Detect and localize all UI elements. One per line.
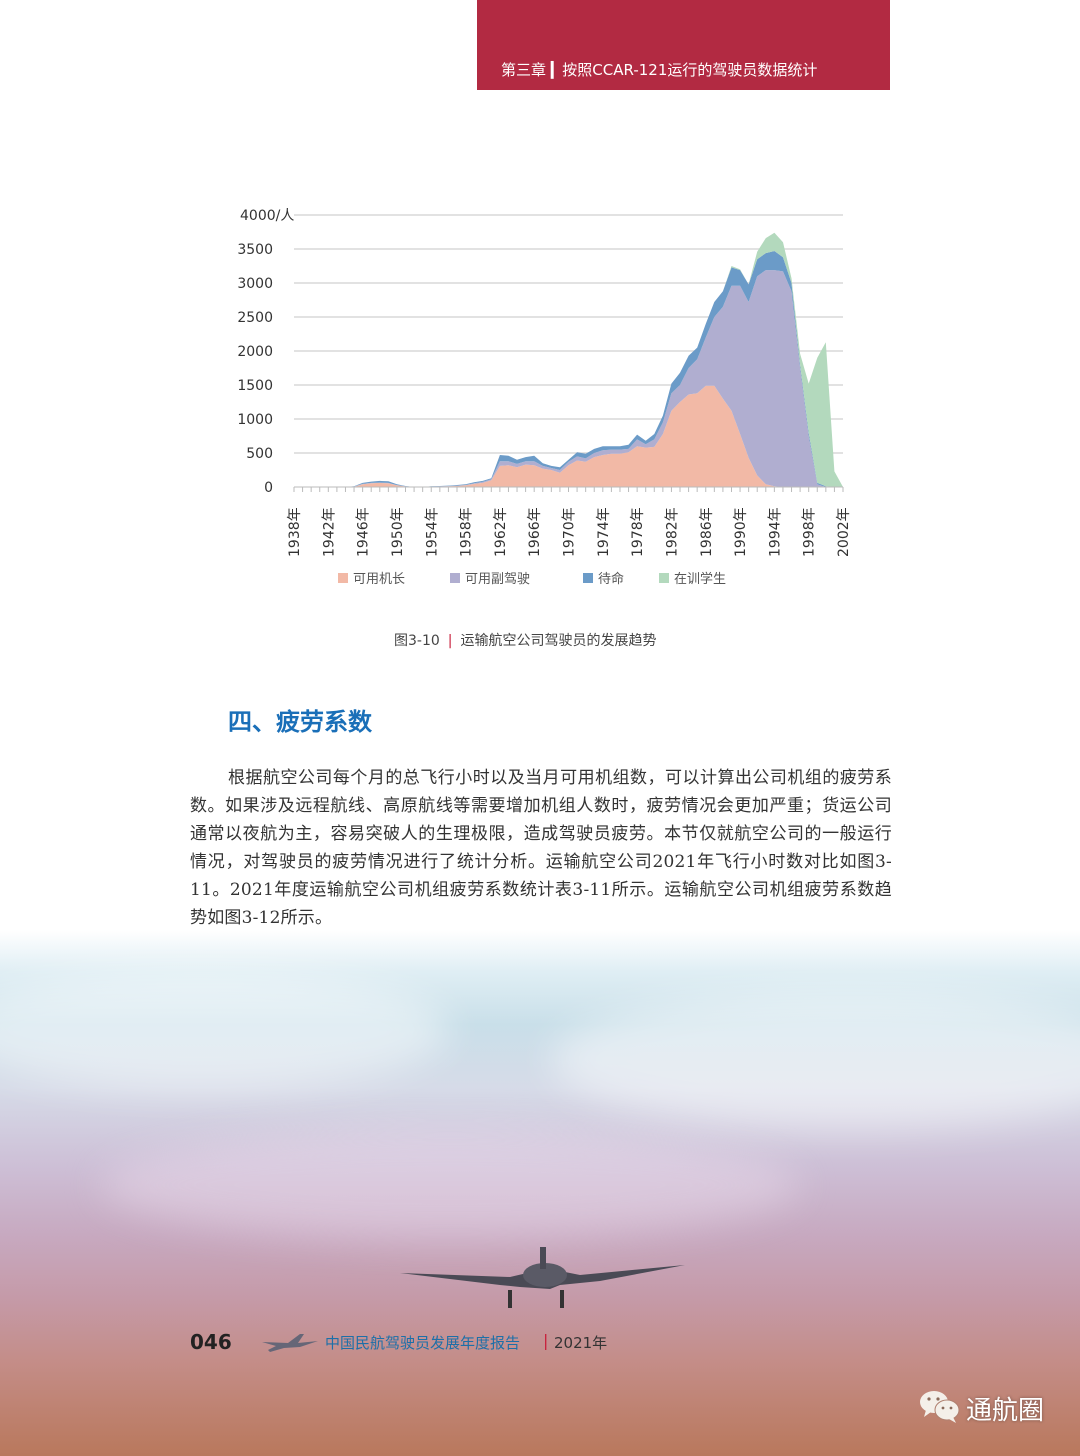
section-title: 四、疲劳系数: [228, 708, 372, 736]
figure-title: 运输航空公司驾驶员的发展趋势: [460, 633, 657, 649]
x-tick-label: 1954年: [424, 507, 440, 557]
legend-swatch: [583, 573, 593, 583]
figure-caption: 图3-10 | 运输航空公司驾驶员的发展趋势: [394, 630, 657, 650]
legend-swatch: [659, 573, 669, 583]
y-tick-label: 4000/人: [240, 208, 294, 224]
x-tick-label: 1986年: [699, 507, 715, 557]
y-tick-label: 3500: [237, 242, 273, 258]
airplane-photo: [400, 1247, 685, 1308]
x-tick-label: 1938年: [287, 507, 303, 557]
legend-label: 可用副驾驶: [465, 572, 530, 587]
legend-label: 待命: [598, 571, 624, 587]
x-tick-label: 1994年: [767, 507, 783, 557]
y-tick-label: 2000: [237, 344, 273, 360]
pilot-trend-chart: 0 500 1000 1500 2000 2500 3000 3500 4000/人 1938年 1…: [237, 208, 852, 587]
body-paragraph: 根据航空公司每个月的总飞行小时以及当月可用机组数，可以计算出公司机组的疲劳系数。…: [190, 768, 892, 928]
legend-label: 在训学生: [674, 571, 726, 587]
y-tick-label: 2500: [237, 310, 273, 326]
chapter-title: 第三章 ▎按照CCAR-121运行的驾驶员数据统计: [501, 61, 818, 79]
caption-separator: |: [447, 633, 453, 649]
x-tick-label: 1974年: [596, 507, 612, 557]
x-tick-label: 1950年: [390, 507, 406, 557]
x-tick-label: 1942年: [321, 507, 337, 557]
x-tick-label: 2002年: [836, 507, 852, 557]
x-tick-label: 1962年: [493, 507, 509, 557]
legend-swatch: [450, 573, 460, 583]
wechat-icon: [920, 1391, 960, 1423]
x-tick-label: 1966年: [527, 507, 543, 557]
area-series-3: [294, 251, 843, 487]
legend-swatch: [338, 573, 348, 583]
watermark: 通航圈: [918, 1388, 1044, 1428]
chapter-header: 第三章 ▎按照CCAR-121运行的驾驶员数据统计: [477, 0, 890, 90]
x-tick-label: 1958年: [459, 507, 475, 557]
x-tick-label: 1978年: [630, 507, 646, 557]
x-tick-label: 1990年: [733, 507, 749, 557]
legend-label: 可用机长: [353, 572, 405, 587]
area-series-2: [294, 270, 843, 487]
report-title: 中国民航驾驶员发展年度报告: [325, 1334, 521, 1352]
y-tick-label: 1000: [237, 412, 273, 428]
sky-background-photo: [0, 930, 1080, 1456]
y-tick-label: 0: [264, 480, 273, 496]
figure-number: 图3-10: [394, 633, 440, 649]
watermark-text: 通航圈: [966, 1396, 1045, 1426]
y-tick-label: 1500: [237, 378, 273, 394]
area-series-1: [294, 385, 843, 487]
x-tick-label: 1998年: [802, 507, 818, 557]
x-tick-label: 1970年: [562, 507, 578, 557]
footer-separator: |: [543, 1331, 549, 1350]
report-year: 2021年: [554, 1334, 608, 1352]
page-number: 046: [190, 1330, 232, 1354]
airplane-icon: [262, 1334, 318, 1352]
x-tick-label: 1946年: [356, 507, 372, 557]
y-tick-label: 3000: [237, 276, 273, 292]
x-tick-label: 1982年: [664, 507, 680, 557]
y-tick-label: 500: [246, 446, 273, 462]
